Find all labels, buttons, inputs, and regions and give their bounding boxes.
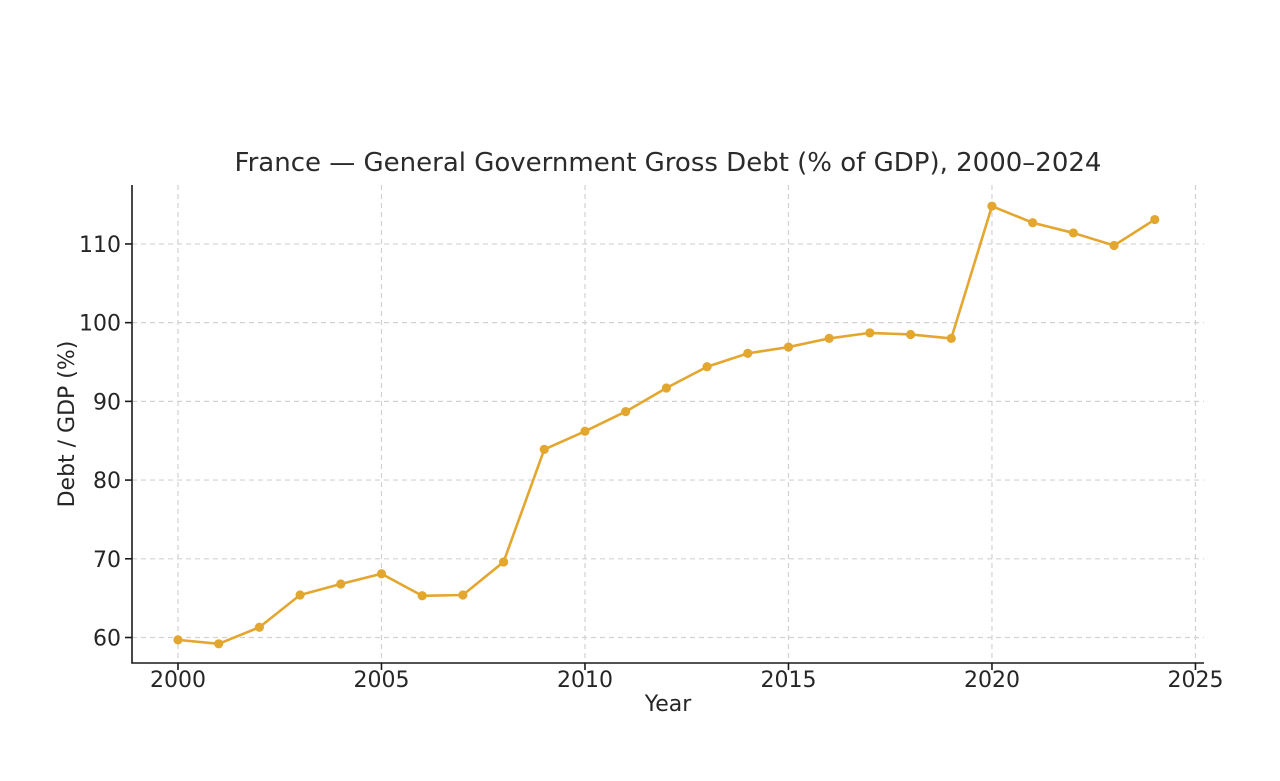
data-point-marker xyxy=(498,557,509,567)
data-point-marker xyxy=(702,362,712,372)
data-point-marker xyxy=(946,333,956,344)
x-tick-label: 2020 xyxy=(964,668,1020,693)
data-point-marker xyxy=(661,383,671,393)
data-point-marker xyxy=(824,333,834,344)
y-tick-label: 90 xyxy=(93,390,121,415)
chart-title: France — General Government Gross Debt (… xyxy=(234,148,1102,178)
data-point-marker xyxy=(1028,218,1038,228)
data-point-marker xyxy=(987,201,997,211)
y-tick-label: 70 xyxy=(93,548,121,573)
debt-line-series xyxy=(176,204,1157,646)
x-tick-label: 2025 xyxy=(1167,668,1223,693)
x-tick-label: 2010 xyxy=(557,668,613,693)
data-point-marker xyxy=(1109,240,1119,251)
data-point-marker xyxy=(173,635,183,645)
data-point-marker xyxy=(458,590,468,600)
y-tick-label: 110 xyxy=(79,233,121,258)
data-point-marker xyxy=(417,591,427,601)
data-point-marker xyxy=(214,639,224,649)
y-axis-label: Debt / GDP (%) xyxy=(55,340,80,508)
data-point-marker xyxy=(783,342,794,352)
y-tick-label: 80 xyxy=(93,469,121,494)
y-tick-label: 100 xyxy=(79,312,121,337)
data-point-marker xyxy=(1068,228,1078,238)
data-point-marker xyxy=(376,569,387,579)
x-tick-label: 2000 xyxy=(150,668,206,693)
x-tick-label: 2015 xyxy=(760,668,816,693)
data-point-marker xyxy=(1150,214,1160,225)
y-tick-label: 60 xyxy=(93,626,121,651)
data-point-marker xyxy=(295,590,305,600)
x-axis-label: Year xyxy=(644,692,692,717)
data-point-marker xyxy=(539,444,549,454)
data-point-marker xyxy=(336,579,346,589)
data-point-marker xyxy=(254,622,264,632)
data-point-marker xyxy=(743,348,753,358)
data-point-marker xyxy=(580,426,590,436)
data-point-marker xyxy=(621,407,631,417)
x-tick-label: 2005 xyxy=(353,668,409,693)
data-point-marker xyxy=(905,329,916,340)
data-point-marker xyxy=(865,328,875,338)
